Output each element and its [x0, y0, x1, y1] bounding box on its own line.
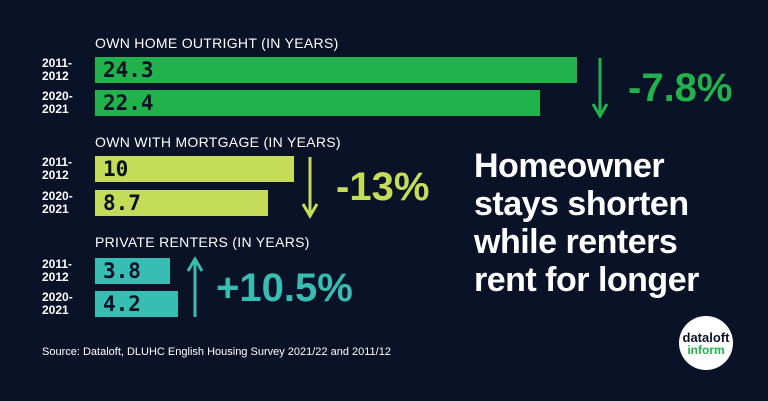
logo-name: dataloft — [682, 330, 730, 345]
bar: 10 — [95, 156, 294, 182]
bar: 4.2 — [95, 291, 179, 317]
category-label: 2020- 2021 — [42, 189, 73, 216]
panel-title: PRIVATE RENTERS (IN YEARS) — [95, 234, 310, 250]
value-label: 10 — [103, 157, 129, 181]
panel-title: OWN WITH MORTGAGE (IN YEARS) — [95, 134, 341, 150]
category-label: 2011- 2012 — [42, 155, 73, 182]
bar: 22.4 — [95, 90, 540, 116]
arrow-head — [186, 256, 204, 272]
value-label: 22.4 — [103, 91, 154, 115]
value-label: 24.3 — [103, 58, 154, 82]
panel-title: OWN HOME OUTRIGHT (IN YEARS) — [95, 35, 339, 51]
arrow-head — [591, 103, 609, 119]
bar: 24.3 — [95, 57, 578, 83]
value-label: 3.8 — [103, 259, 141, 283]
value-label: 8.7 — [103, 191, 141, 215]
arrow-head — [301, 203, 319, 219]
change-annotation: -7.8% — [628, 66, 733, 110]
source: Source: Dataloft, DLUHC English Housing … — [42, 346, 391, 358]
logo: dataloft inform — [679, 316, 733, 370]
change-annotation: -13% — [336, 165, 430, 209]
category-label: 2020- 2021 — [42, 89, 73, 116]
bar: 3.8 — [95, 258, 171, 284]
value-label: 4.2 — [103, 292, 141, 316]
headline: Homeowner stays shorten while renters re… — [474, 147, 699, 299]
logo-sub: inform — [687, 343, 725, 357]
category-label: 2020- 2021 — [42, 290, 73, 317]
bar: 8.7 — [95, 190, 268, 216]
category-label: 2011- 2012 — [42, 56, 73, 83]
change-annotation: +10.5% — [216, 266, 353, 310]
category-label: 2011- 2012 — [42, 257, 73, 284]
